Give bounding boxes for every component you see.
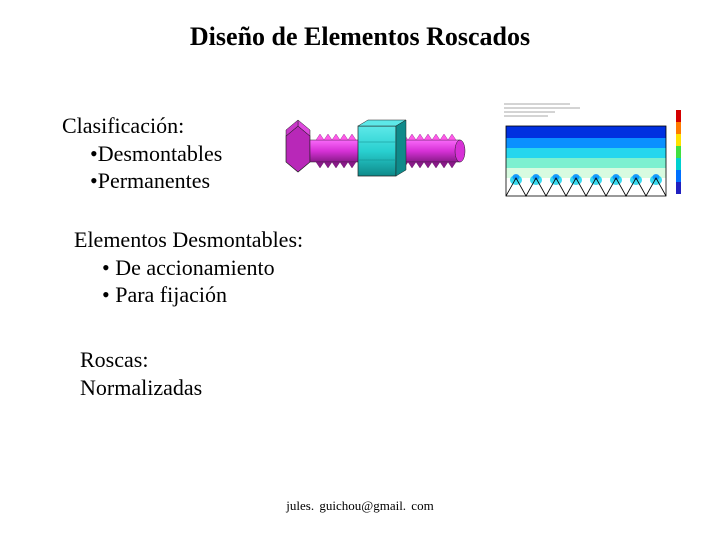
classification-item-2-label: Permanentes [98, 168, 210, 193]
elements-item-2: • Para fijación [102, 281, 303, 309]
classification-item-2: •Permanentes [90, 167, 222, 195]
slide-title: Diseño de Elementos Roscados [0, 22, 720, 52]
bolt-3d-figure [278, 112, 488, 196]
bullet-icon: • [90, 168, 98, 193]
threads-block: Roscas: Normalizadas [80, 346, 202, 401]
threads-line-2: Normalizadas [80, 374, 202, 402]
classification-item-1-label: Desmontables [98, 141, 223, 166]
classification-heading: Clasificación: [62, 112, 222, 140]
elements-item-2-label: Para fijación [115, 282, 227, 307]
classification-item-1: •Desmontables [90, 140, 222, 168]
elements-item-1-label: De accionamiento [115, 255, 274, 280]
bullet-icon: • [102, 282, 110, 307]
bullet-icon: • [102, 255, 110, 280]
footer-email: jules. guichou@gmail. com [0, 498, 720, 514]
elements-heading: Elementos Desmontables: [74, 226, 303, 254]
elements-item-1: • De accionamiento [102, 254, 303, 282]
classification-block: Clasificación: •Desmontables •Permanente… [62, 112, 222, 195]
bullet-icon: • [90, 141, 98, 166]
threads-line-1: Roscas: [80, 346, 202, 374]
fea-stress-figure [500, 100, 688, 210]
elements-block: Elementos Desmontables: • De accionamien… [74, 226, 303, 309]
